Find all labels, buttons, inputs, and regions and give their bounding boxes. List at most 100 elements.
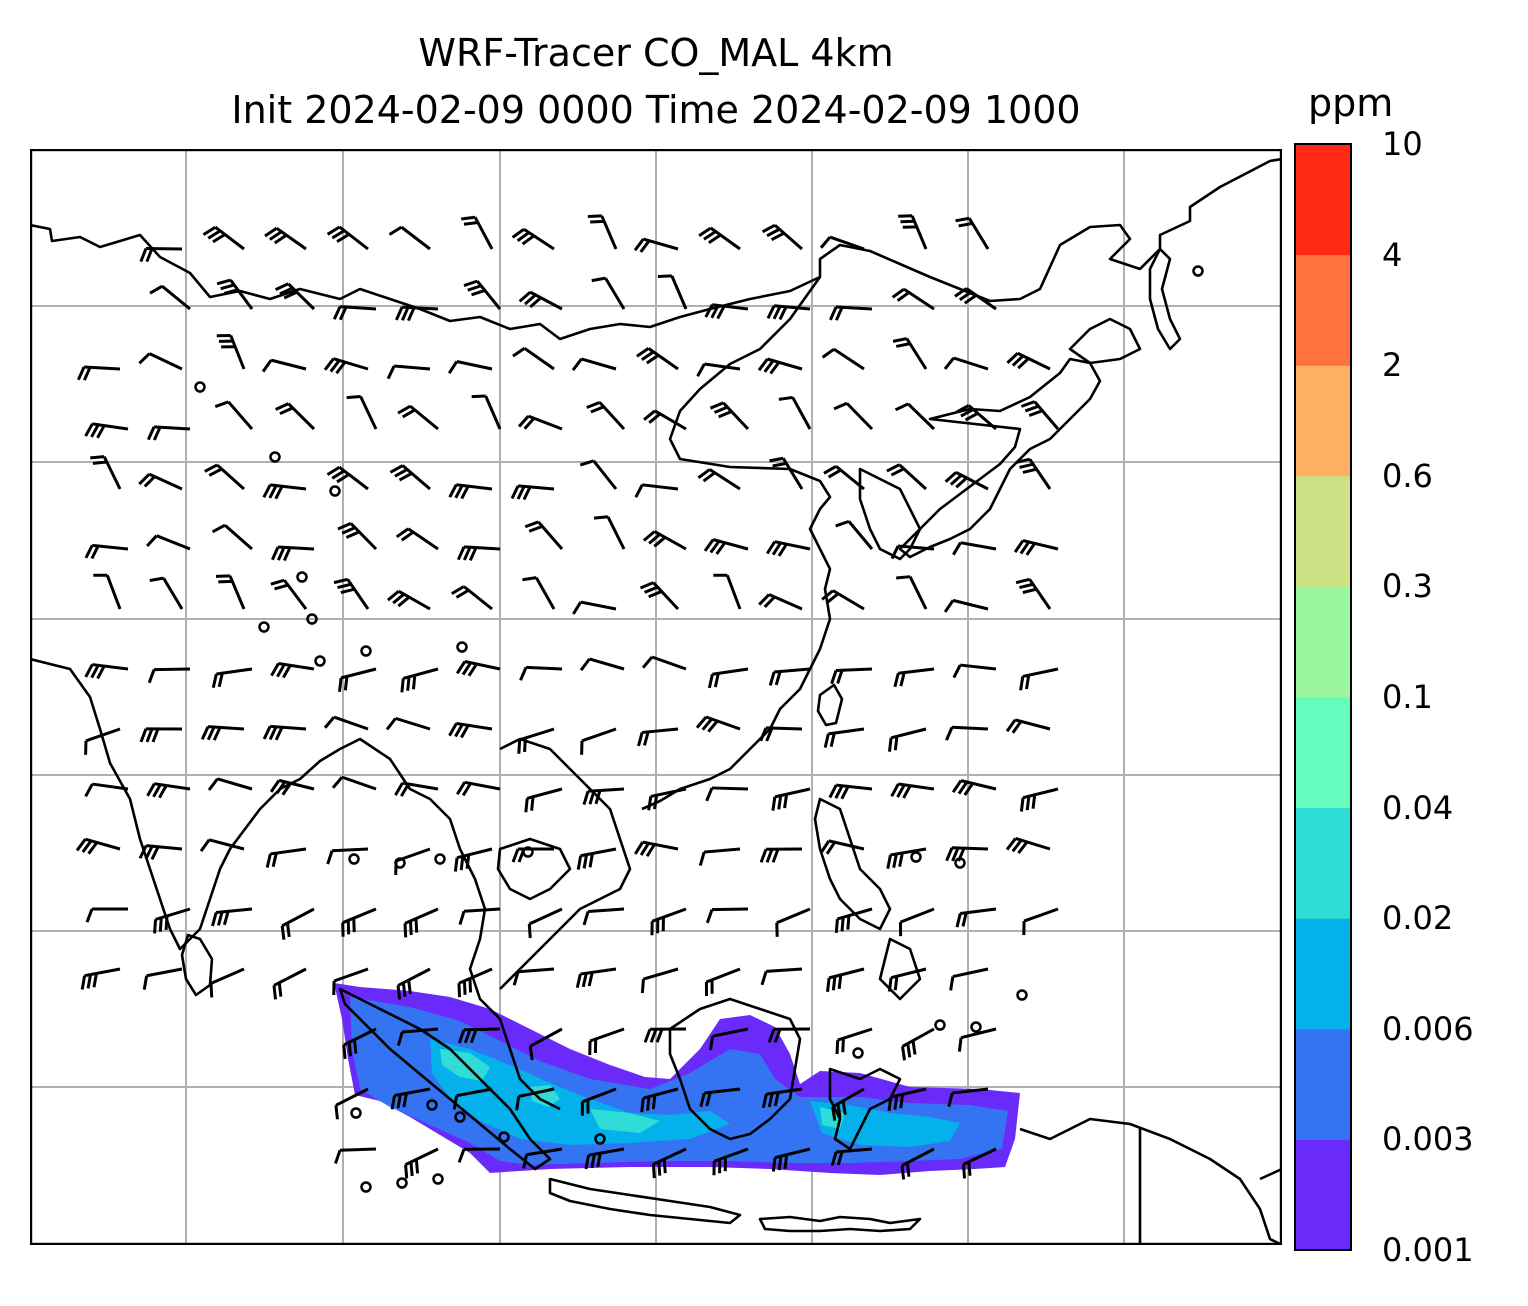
wind-barb — [823, 464, 865, 491]
calm-wind-circle — [954, 857, 966, 869]
wind-barb — [640, 1087, 679, 1113]
wind-barb — [778, 395, 812, 430]
wind-barb — [326, 847, 369, 865]
wind-barb — [896, 575, 928, 610]
colorbar-segment — [1295, 254, 1351, 366]
wind-barb — [1006, 351, 1051, 371]
wind-barb — [394, 847, 431, 876]
wind-barb — [833, 401, 874, 431]
wind-barb — [451, 585, 493, 611]
wind-barb — [898, 214, 928, 250]
wind-barb — [265, 847, 307, 868]
calm-wind-circle — [594, 1133, 606, 1145]
wind-barb — [138, 352, 183, 371]
wind-barb — [943, 598, 989, 613]
wind-barb — [708, 1027, 749, 1051]
calm-wind-circle — [314, 655, 326, 667]
calm-wind-circle — [1016, 989, 1028, 1001]
wind-barb — [761, 1087, 803, 1109]
wind-barb — [262, 724, 307, 741]
calm-wind-circle — [910, 851, 922, 863]
wind-barb — [887, 967, 927, 992]
wind-barb — [326, 225, 369, 251]
wind-barb — [707, 667, 749, 689]
wind-barb — [761, 223, 803, 251]
wind-barb — [524, 787, 563, 813]
colorbar-segment — [1295, 1139, 1351, 1251]
calm-wind-circle — [426, 1099, 438, 1111]
coastline-srilanka — [180, 933, 214, 997]
wind-barb — [890, 782, 935, 799]
plume-level-0.02 — [590, 1109, 660, 1133]
wind-barb — [588, 1027, 625, 1056]
wind-barb — [586, 400, 626, 431]
wind-barb — [1013, 539, 1059, 556]
wind-barb — [522, 576, 556, 610]
wind-barb — [582, 907, 625, 926]
wind-barb — [463, 279, 502, 310]
wind-barb — [341, 907, 377, 937]
wind-barb — [461, 215, 494, 250]
chart-title-line-2: Init 2024-02-09 0000 Time 2024-02-09 100… — [231, 88, 1081, 132]
wind-barb — [900, 1147, 935, 1180]
wind-barb — [584, 1147, 625, 1170]
wind-barb — [93, 573, 122, 610]
wind-barb — [214, 400, 254, 430]
wind-barb — [891, 287, 935, 311]
tracer-plume — [334, 983, 1020, 1175]
wind-barb — [386, 364, 431, 380]
wind-barb — [456, 545, 501, 561]
wind-barb — [453, 847, 493, 872]
wind-barb — [147, 667, 191, 684]
wind-barb — [769, 456, 804, 490]
wind-barb — [271, 545, 315, 562]
wind-barb — [528, 1027, 563, 1061]
wind-barb — [264, 226, 307, 251]
wind-barb — [90, 455, 122, 490]
coastline-australia-tip — [1259, 1167, 1282, 1181]
wind-barb — [80, 967, 121, 990]
calm-wind-circle — [350, 1107, 362, 1119]
wind-barb — [404, 1147, 439, 1179]
wind-barb — [458, 907, 501, 926]
calm-wind-circle — [454, 1111, 466, 1123]
coastlines — [30, 157, 1282, 1245]
wind-barb — [204, 463, 246, 491]
wind-barb — [955, 216, 990, 250]
colorbar-segment — [1295, 586, 1351, 698]
wind-barb — [886, 463, 928, 491]
wind-barb — [261, 358, 307, 373]
calm-wind-circle — [432, 1173, 444, 1185]
wind-barb — [647, 787, 687, 811]
wind-barb — [704, 303, 749, 320]
calm-wind-circle — [360, 645, 372, 657]
wind-barb — [634, 840, 679, 858]
colorbar-tick-label: 4 — [1382, 235, 1403, 274]
wind-barb — [395, 527, 439, 551]
wind-barb — [587, 214, 618, 250]
wind-barb — [834, 907, 873, 934]
wind-barb — [199, 838, 245, 853]
wind-barb — [642, 530, 687, 551]
wind-barb — [572, 600, 617, 615]
wind-barb — [1022, 907, 1059, 936]
calm-wind-circle — [934, 1019, 946, 1031]
wind-barb — [892, 337, 928, 370]
wind-barb — [830, 667, 873, 685]
wind-barb — [759, 726, 803, 742]
wind-barb — [138, 472, 183, 491]
wind-barb — [332, 967, 369, 996]
wind-barbs — [75, 214, 1204, 1193]
wind-barb — [709, 401, 750, 431]
wind-barb — [389, 464, 431, 491]
coastline-sumatra — [338, 987, 552, 1171]
wind-barb — [338, 667, 377, 692]
wind-barb — [149, 576, 184, 610]
wind-barb — [760, 967, 803, 986]
plume-level-0.006 — [430, 1039, 730, 1145]
wind-barb — [456, 780, 501, 797]
wind-barb — [765, 540, 811, 557]
wind-barb — [901, 1027, 935, 1061]
wind-barb — [951, 779, 997, 796]
wind-barb — [334, 1147, 377, 1164]
